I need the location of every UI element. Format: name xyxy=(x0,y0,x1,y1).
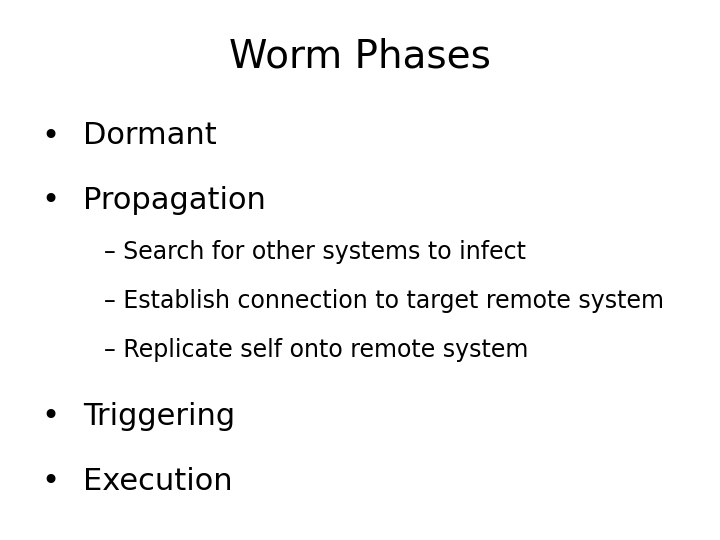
Text: •: • xyxy=(41,186,60,215)
Text: – Replicate self onto remote system: – Replicate self onto remote system xyxy=(104,338,528,361)
Text: •: • xyxy=(41,122,60,151)
Text: – Search for other systems to infect: – Search for other systems to infect xyxy=(104,240,526,264)
Text: •: • xyxy=(41,402,60,431)
Text: Dormant: Dormant xyxy=(83,122,217,151)
Text: Execution: Execution xyxy=(83,467,233,496)
Text: Triggering: Triggering xyxy=(83,402,235,431)
Text: Worm Phases: Worm Phases xyxy=(229,38,491,76)
Text: Propagation: Propagation xyxy=(83,186,266,215)
Text: •: • xyxy=(41,467,60,496)
Text: – Establish connection to target remote system: – Establish connection to target remote … xyxy=(104,289,665,313)
